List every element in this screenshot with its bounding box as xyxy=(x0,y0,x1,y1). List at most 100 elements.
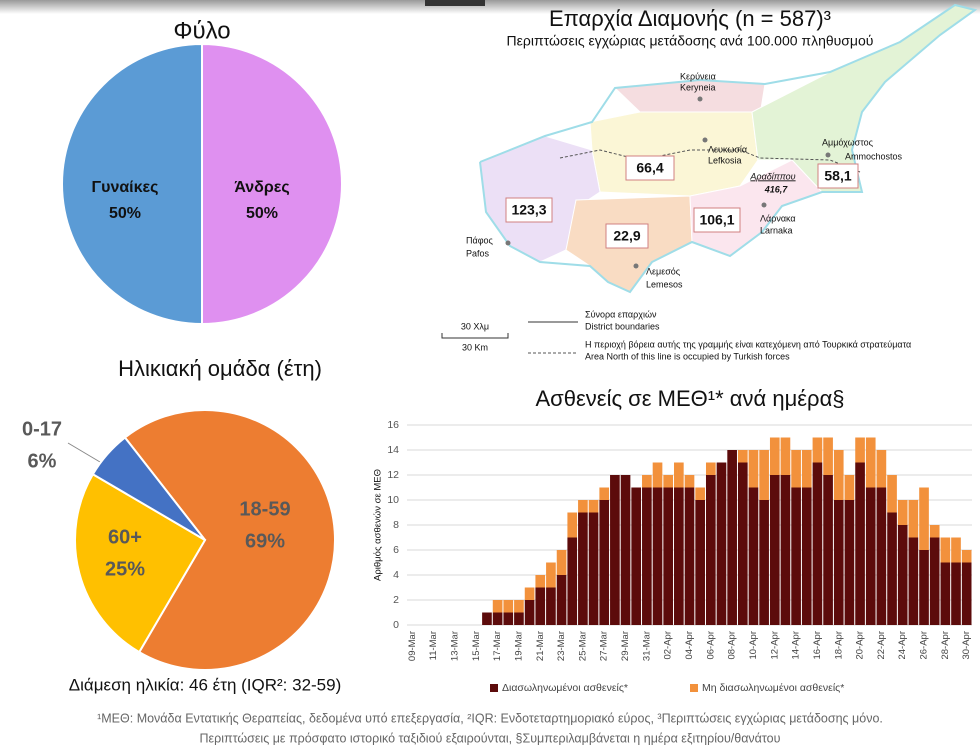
x-tick-label: 10-Apr xyxy=(748,631,759,660)
bar-segment xyxy=(716,462,727,625)
bar-segment xyxy=(695,487,705,500)
green-line xyxy=(559,149,861,173)
bar-segment xyxy=(812,462,823,625)
x-tick-label: 31-Mar xyxy=(641,631,652,661)
bar-segment xyxy=(514,600,524,613)
bar-segment xyxy=(780,475,791,625)
scale-bar xyxy=(441,333,509,339)
city-dot xyxy=(697,96,703,102)
pie-slice xyxy=(201,42,343,326)
y-tick-label: 16 xyxy=(387,419,399,431)
bar-segment xyxy=(855,437,865,463)
bar-segment xyxy=(620,475,631,625)
slice-label: Άνδρες xyxy=(234,179,289,196)
bar-segment xyxy=(695,500,705,625)
x-tick-label: 02-Apr xyxy=(663,631,674,660)
x-tick-label: 26-Apr xyxy=(919,631,930,660)
bar-segment xyxy=(897,525,908,625)
x-tick-label: 19-Mar xyxy=(513,631,524,661)
bar-segment xyxy=(482,612,492,625)
bar-segment xyxy=(663,475,674,488)
bar-segment xyxy=(897,500,908,525)
city-en: Pafos xyxy=(466,248,490,258)
bar-segment xyxy=(759,450,769,500)
rate: 123,3 xyxy=(511,202,546,218)
scale-el: 30 Χλμ xyxy=(461,321,489,331)
bar-segment xyxy=(769,475,780,625)
slice-value: 69% xyxy=(245,530,285,552)
bar-segment xyxy=(791,487,801,625)
bar-segment xyxy=(524,600,535,625)
bar-segment xyxy=(865,437,876,488)
city-el: Κερύνεια xyxy=(680,71,716,81)
bar-segment xyxy=(652,462,663,488)
bar-segment xyxy=(737,450,748,463)
bar-segment xyxy=(546,562,556,588)
bar-segment xyxy=(567,512,578,538)
rate: 22,9 xyxy=(613,228,640,244)
hotspot-rate: 416,7 xyxy=(764,184,789,194)
bar-segment xyxy=(908,500,919,538)
rate-box xyxy=(605,223,649,249)
leader-line xyxy=(67,442,101,463)
y-axis-label: Αριθμός ασθενών σε ΜΕΘ xyxy=(373,469,384,581)
bar-segment xyxy=(567,537,578,625)
x-tick-label: 09-Mar xyxy=(407,631,418,661)
footnote: Περιπτώσεις με πρόσφατο ιστορικό ταξιδιο… xyxy=(200,731,781,745)
city-el: Λάρνακα xyxy=(760,213,796,223)
bar-segment xyxy=(599,487,610,500)
y-tick-label: 14 xyxy=(387,444,399,456)
map-subtitle: Περιπτώσεις εγχώριας μετάδοσης ανά 100.0… xyxy=(507,33,874,49)
bar-segment xyxy=(705,462,716,475)
median-age: Διάμεση ηλικία: 46 έτη (IQR²: 32-59) xyxy=(69,675,342,694)
bar-segment xyxy=(556,575,567,625)
x-tick-label: 27-Mar xyxy=(599,631,610,661)
bar-segment xyxy=(652,487,663,625)
slice-value: 50% xyxy=(109,205,141,222)
bar-segment xyxy=(801,450,812,488)
bar-segment xyxy=(535,587,546,625)
bar-segment xyxy=(642,487,652,625)
bar-segment xyxy=(919,550,929,625)
x-tick-label: 15-Mar xyxy=(471,631,482,661)
x-tick-label: 23-Mar xyxy=(556,631,567,661)
legend-swatch xyxy=(690,684,698,692)
city-el: Αμμόχωστος xyxy=(822,137,874,147)
rates: 66,4 123,3 22,9 106,1 58,1 xyxy=(511,160,851,244)
city-dot xyxy=(505,240,511,246)
bar-segment xyxy=(514,612,524,625)
city-el: Λεμεσός xyxy=(646,266,681,276)
slice-value: 6% xyxy=(28,450,57,472)
y-tick-label: 6 xyxy=(393,544,399,556)
bar-segment xyxy=(492,600,503,613)
y-tick-label: 8 xyxy=(393,519,399,531)
bar-segment xyxy=(951,537,961,563)
bar-segment xyxy=(908,537,919,625)
hotspot-name: Αραδίππου xyxy=(749,171,795,181)
slice-label: 60+ xyxy=(108,526,142,548)
x-tick-label: 17-Mar xyxy=(492,631,503,661)
bar-segment xyxy=(663,487,674,625)
bar-segment xyxy=(674,487,684,625)
bar-segment xyxy=(812,437,823,463)
x-tick-label: 08-Apr xyxy=(727,631,738,660)
bar-segment xyxy=(748,487,759,625)
city-en: Larnaka xyxy=(760,225,793,235)
x-tick-label: 11-Mar xyxy=(428,631,439,660)
bar-segment xyxy=(535,575,546,588)
slice-label: 18-59 xyxy=(239,498,290,520)
bar-segment xyxy=(801,487,812,625)
x-tick-label: 13-Mar xyxy=(449,631,460,661)
bar-segment xyxy=(876,450,887,488)
bar-segment xyxy=(844,500,855,625)
bar-segment xyxy=(929,525,940,538)
x-tick-label: 12-Apr xyxy=(769,631,780,660)
city-el: Πάφος xyxy=(466,235,494,245)
bar-segment xyxy=(961,550,972,563)
y-tick-label: 0 xyxy=(393,619,399,631)
bar-segment xyxy=(833,450,844,500)
bar-segment xyxy=(940,537,951,563)
bar-segment xyxy=(769,437,780,475)
slice-value: 50% xyxy=(246,205,278,222)
y-tick-label: 4 xyxy=(393,569,399,581)
